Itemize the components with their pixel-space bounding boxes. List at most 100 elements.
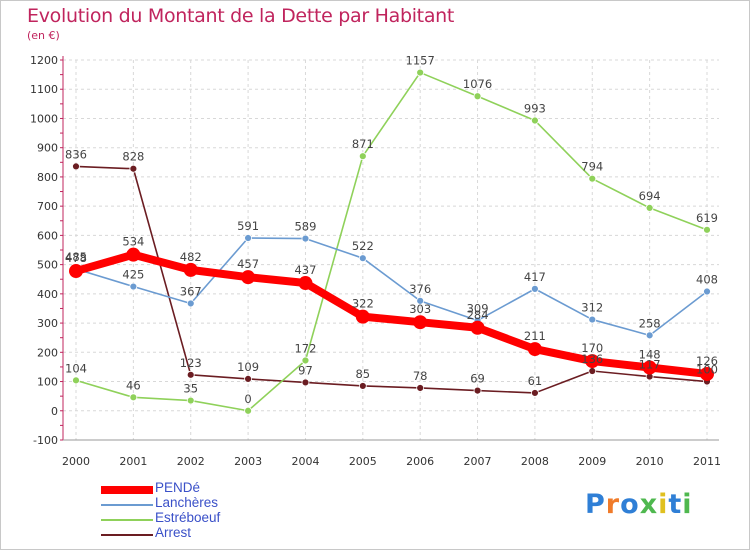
data-label-arrest: 97 (298, 363, 313, 377)
data-label-pende: 322 (352, 297, 374, 311)
data-label-estreboeuf: 871 (352, 137, 374, 151)
y-tick-label: 1200 (30, 54, 58, 67)
data-point-arrest (72, 162, 80, 171)
legend-label-estreboeuf: Estréboeuf (155, 510, 221, 525)
x-tick-label: 2001 (119, 455, 147, 468)
series-line-pende (74, 250, 708, 378)
x-tick-label: 2002 (177, 455, 205, 468)
data-label-estreboeuf: 794 (581, 160, 603, 174)
data-point-arrest (473, 386, 482, 395)
data-label-estreboeuf: 1157 (406, 54, 435, 68)
x-tick-label: 2004 (291, 455, 319, 468)
data-point-estreboeuf (473, 92, 482, 101)
data-label-pende: 211 (524, 329, 546, 343)
logo-letter: i (658, 489, 669, 520)
y-tick-label: 200 (37, 346, 58, 359)
data-label-lancheres: 258 (639, 316, 661, 330)
data-label-lancheres: 485 (65, 250, 87, 264)
data-point-pende (700, 366, 714, 381)
data-label-lancheres: 408 (696, 273, 718, 287)
data-point-lancheres (129, 282, 138, 291)
data-point-arrest (588, 367, 597, 375)
logo-letter: x (639, 489, 659, 520)
data-point-estreboeuf (244, 406, 252, 415)
data-label-lancheres: 312 (581, 301, 603, 315)
logo-letter: r (605, 489, 621, 520)
data-point-estreboeuf (129, 393, 138, 402)
data-point-estreboeuf (645, 204, 654, 212)
data-label-pende: 457 (237, 257, 259, 271)
y-tick-label: 900 (37, 142, 58, 155)
data-label-lancheres: 309 (467, 301, 489, 315)
data-label-lancheres: 589 (294, 220, 316, 234)
data-label-pende: 437 (294, 263, 316, 277)
data-label-estreboeuf: 46 (126, 378, 141, 392)
data-point-pende (527, 342, 542, 357)
data-point-arrest (301, 378, 310, 387)
data-label-estreboeuf: 172 (294, 341, 316, 355)
data-point-estreboeuf (588, 174, 597, 183)
data-point-lancheres (301, 234, 310, 243)
data-label-lancheres: 591 (237, 219, 259, 233)
x-tick-label: 2003 (234, 455, 262, 468)
data-point-estreboeuf (416, 68, 425, 77)
data-label-pende: 126 (696, 354, 718, 368)
data-point-lancheres (703, 287, 711, 296)
chart-subtitle: (en €) (27, 29, 60, 42)
data-point-arrest (244, 375, 252, 383)
x-tick-label: 2000 (62, 455, 90, 468)
data-point-pende (642, 360, 657, 375)
data-label-lancheres: 376 (409, 282, 431, 296)
data-label-lancheres: 417 (524, 270, 546, 284)
data-point-pende (413, 315, 428, 330)
data-point-estreboeuf (72, 376, 80, 385)
data-label-arrest: 136 (581, 352, 603, 366)
data-point-pende (298, 276, 313, 291)
legend-swatch-arrest (101, 534, 153, 536)
legend-label-lancheres: Lanchères (155, 495, 219, 510)
y-tick-label: 800 (37, 171, 58, 184)
data-label-estreboeuf: 0 (244, 392, 251, 406)
y-tick-label: 100 (37, 376, 58, 389)
proxiti-logo: Proxiti (585, 489, 693, 520)
data-point-lancheres (358, 254, 367, 263)
x-tick-label: 2010 (636, 455, 664, 468)
y-tick-label: 1000 (30, 112, 58, 125)
data-label-arrest: 117 (639, 358, 661, 372)
y-tick-label: 300 (37, 317, 58, 330)
data-point-lancheres (244, 234, 252, 242)
y-tick-label: 1100 (30, 83, 58, 96)
data-point-pende (355, 309, 370, 324)
data-point-lancheres (416, 296, 425, 305)
data-label-pende: 170 (581, 341, 603, 355)
y-tick-label: 400 (37, 288, 58, 301)
data-point-lancheres (588, 315, 597, 324)
data-label-estreboeuf: 619 (696, 211, 718, 225)
data-label-lancheres: 425 (122, 268, 144, 282)
legend-swatch-estreboeuf (101, 519, 153, 521)
data-label-pende: 534 (122, 235, 144, 249)
data-point-lancheres (186, 299, 195, 308)
data-label-arrest: 85 (355, 367, 370, 381)
data-label-arrest: 109 (237, 360, 259, 374)
x-tick-label: 2011 (693, 455, 721, 468)
data-label-arrest: 123 (180, 356, 202, 370)
data-label-arrest: 78 (413, 369, 428, 383)
data-point-pende (241, 270, 256, 285)
data-label-pende: 478 (65, 251, 87, 265)
data-point-lancheres (531, 284, 539, 293)
data-point-pende (183, 262, 198, 277)
data-label-arrest: 836 (65, 147, 87, 161)
data-point-pende (126, 247, 141, 262)
data-label-estreboeuf: 694 (639, 189, 661, 203)
data-point-arrest (186, 370, 195, 379)
data-point-arrest (416, 384, 425, 392)
data-point-estreboeuf (186, 396, 195, 405)
data-label-pende: 284 (467, 308, 489, 322)
data-label-estreboeuf: 35 (183, 382, 198, 396)
logo-letter: o (620, 489, 640, 520)
data-label-pende: 482 (180, 250, 202, 264)
data-point-arrest (531, 389, 539, 397)
data-point-estreboeuf (301, 356, 310, 365)
